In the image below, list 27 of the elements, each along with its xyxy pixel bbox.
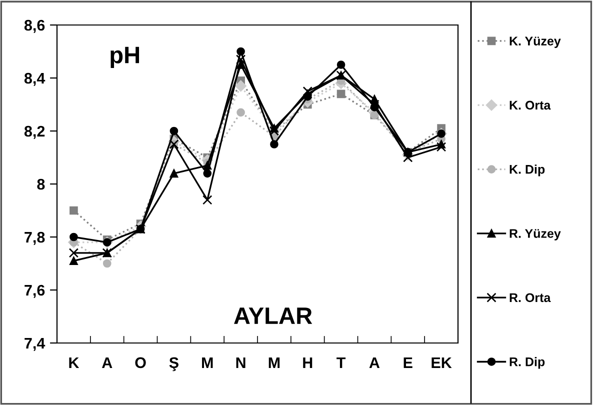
y-tick-label: 8 (37, 178, 45, 190)
text: pH (110, 46, 140, 68)
x-tick-label: M (202, 357, 213, 368)
y-tick-label: 7,8 (24, 232, 45, 245)
x-tick-label: A (369, 357, 380, 368)
legend-label: R. Dip (510, 357, 545, 369)
x-axis-title: AYLAR (234, 308, 312, 324)
legend-label: R. Yüzey (510, 229, 561, 240)
legend-label: R. Orta (510, 293, 551, 302)
x-tick-label: O (135, 357, 146, 368)
legend-label: K. Dip (510, 164, 545, 176)
x-tick-label: E (404, 357, 412, 368)
y-tick-label: 8,6 (24, 20, 45, 33)
x-tick-label: Ş (169, 357, 178, 372)
x-tick-label: H (303, 357, 312, 368)
y-tick-label: 7,6 (24, 284, 45, 298)
x-tick-label: EK (432, 357, 452, 368)
legend-label: K. Yüzey (510, 36, 561, 48)
x-tick-label: K (69, 357, 80, 368)
x-tick-label: A (102, 357, 112, 368)
y-tick-label: 8,4 (24, 72, 46, 86)
legend-label: K. Orta (510, 100, 551, 110)
x-tick-label: N (236, 357, 246, 368)
y-tick-label: 8,2 (24, 126, 45, 139)
x-tick-label: T (336, 357, 346, 368)
x-tick-label: M (268, 357, 280, 368)
y-tick-label: 7,4 (24, 338, 46, 351)
